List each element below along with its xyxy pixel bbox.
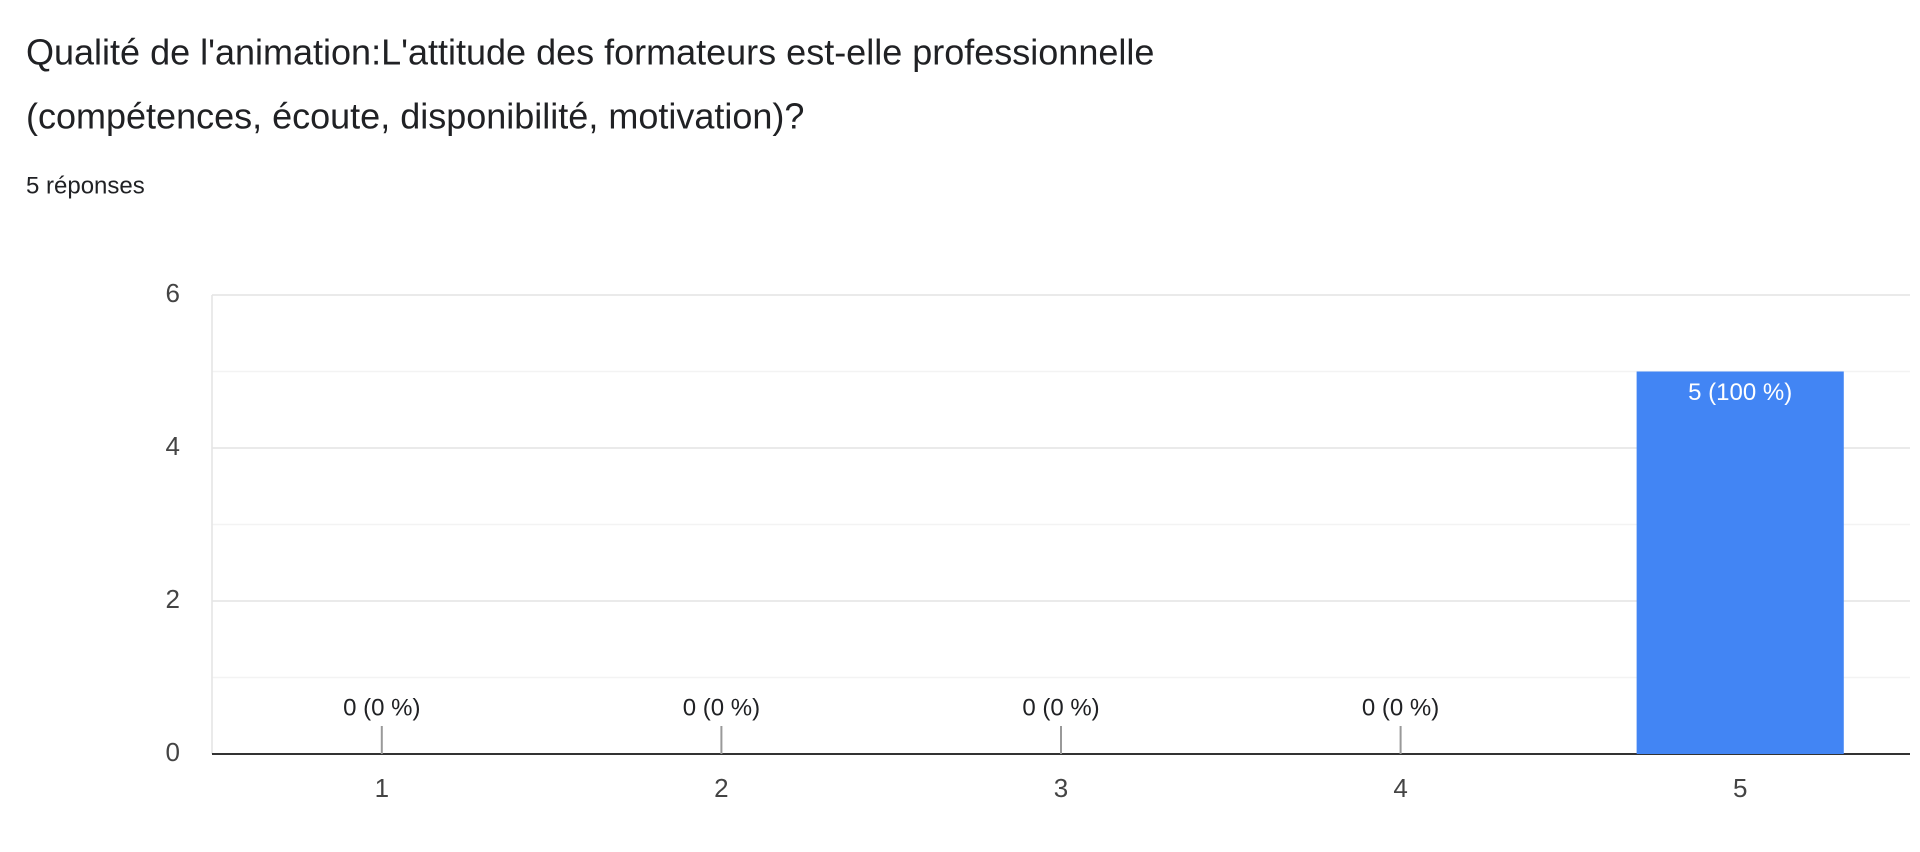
- y-tick-label: 4: [166, 431, 180, 461]
- y-tick-label: 6: [166, 278, 180, 308]
- response-count: 5 réponses: [26, 172, 145, 199]
- x-tick-label: 2: [714, 773, 728, 803]
- x-tick-label: 3: [1054, 773, 1068, 803]
- y-tick-label: 0: [166, 737, 180, 767]
- value-label: 0 (0 %): [343, 694, 420, 721]
- x-tick-label: 1: [375, 773, 389, 803]
- value-label: 0 (0 %): [683, 694, 760, 721]
- bar: [1636, 371, 1844, 754]
- chart-title: Qualité de l'animation:L'attitude des fo…: [26, 32, 1154, 73]
- value-label: 0 (0 %): [1022, 694, 1099, 721]
- value-label: 0 (0 %): [1362, 694, 1439, 721]
- chart-title: (compétences, écoute, disponibilité, mot…: [26, 96, 804, 137]
- value-label: 5 (100 %): [1688, 379, 1792, 406]
- x-tick-label: 5: [1733, 773, 1747, 803]
- y-tick-label: 2: [166, 584, 180, 614]
- x-tick-label: 4: [1393, 773, 1407, 803]
